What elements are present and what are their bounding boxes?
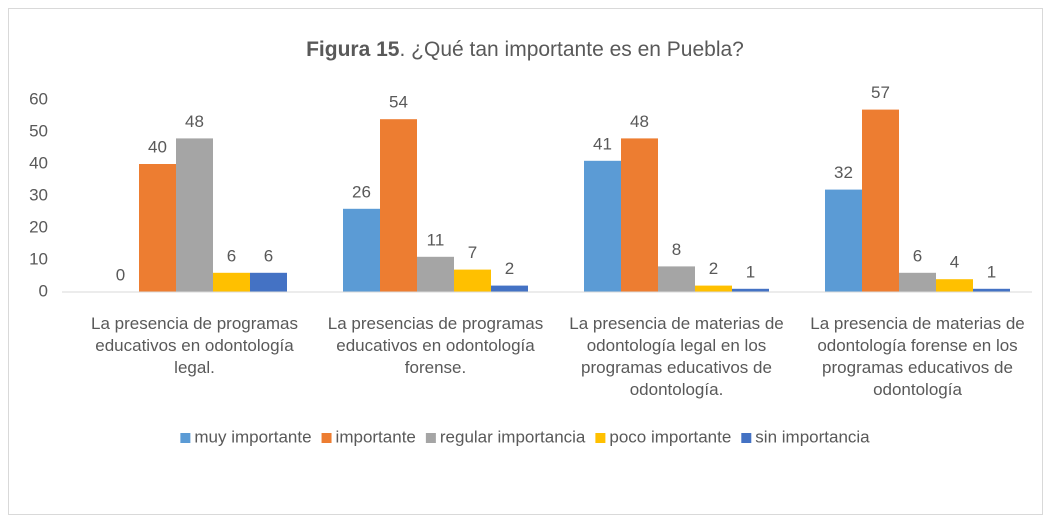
- data-label: 32: [834, 163, 853, 182]
- legend-swatch: [595, 433, 606, 443]
- data-label: 48: [185, 112, 204, 131]
- x-tick-label: La presencia de materias de odontología …: [569, 314, 784, 399]
- bar: [491, 285, 528, 292]
- x-tick-label: La presencias de programas educativos en…: [327, 314, 544, 377]
- bar: [250, 272, 287, 292]
- bar: [380, 119, 417, 292]
- legend-label: sin importancia: [755, 427, 870, 446]
- bar: [417, 256, 454, 292]
- data-label: 7: [468, 243, 477, 262]
- legend-label: poco importante: [609, 427, 731, 446]
- bar: [176, 138, 213, 292]
- y-tick-label: 0: [39, 281, 48, 300]
- data-label: 48: [630, 112, 649, 131]
- data-label: 57: [871, 83, 890, 102]
- bar: [584, 160, 621, 292]
- y-tick-label: 20: [29, 217, 48, 236]
- bar: [732, 288, 769, 292]
- data-label: 2: [709, 259, 718, 278]
- data-label: 41: [593, 134, 612, 153]
- data-label: 1: [746, 262, 755, 281]
- legend-swatch: [741, 433, 752, 443]
- x-tick-label: La presencia de materias de odontología …: [810, 314, 1025, 399]
- data-label: 26: [352, 182, 371, 201]
- bar: [862, 109, 899, 292]
- chart-title: Figura 15. ¿Qué tan importante es en Pue…: [306, 38, 744, 61]
- bar: [973, 288, 1010, 292]
- data-label: 4: [950, 253, 959, 272]
- legend-label: importante: [336, 427, 416, 446]
- data-label: 11: [427, 230, 445, 249]
- y-tick-label: 10: [29, 249, 48, 268]
- data-label: 6: [913, 246, 922, 265]
- bar: [621, 138, 658, 292]
- data-label: 8: [672, 240, 681, 259]
- data-label: 6: [264, 246, 273, 265]
- y-tick-label: 40: [29, 153, 48, 172]
- data-label: 1: [987, 262, 996, 281]
- data-label: 0: [116, 265, 125, 284]
- bar: [658, 266, 695, 292]
- data-label: 2: [505, 259, 514, 278]
- bar: [695, 285, 732, 292]
- legend-swatch: [321, 433, 332, 443]
- legend-swatch: [180, 433, 191, 443]
- y-tick-label: 30: [29, 185, 48, 204]
- x-tick-label: La presencia de programas educativos en …: [91, 314, 298, 377]
- bar: [213, 272, 250, 292]
- legend-label: regular importancia: [440, 427, 586, 446]
- bar: [139, 164, 176, 292]
- data-label: 40: [148, 137, 167, 156]
- bar: [899, 272, 936, 292]
- bar: [343, 208, 380, 292]
- legend-swatch: [425, 433, 436, 443]
- data-label: 54: [389, 93, 408, 112]
- legend-label: muy importante: [194, 427, 311, 446]
- data-label: 6: [227, 246, 236, 265]
- bar: [825, 189, 862, 292]
- y-tick-label: 60: [29, 89, 48, 108]
- bar: [936, 279, 973, 292]
- bar: [454, 269, 491, 292]
- y-tick-label: 50: [29, 121, 48, 140]
